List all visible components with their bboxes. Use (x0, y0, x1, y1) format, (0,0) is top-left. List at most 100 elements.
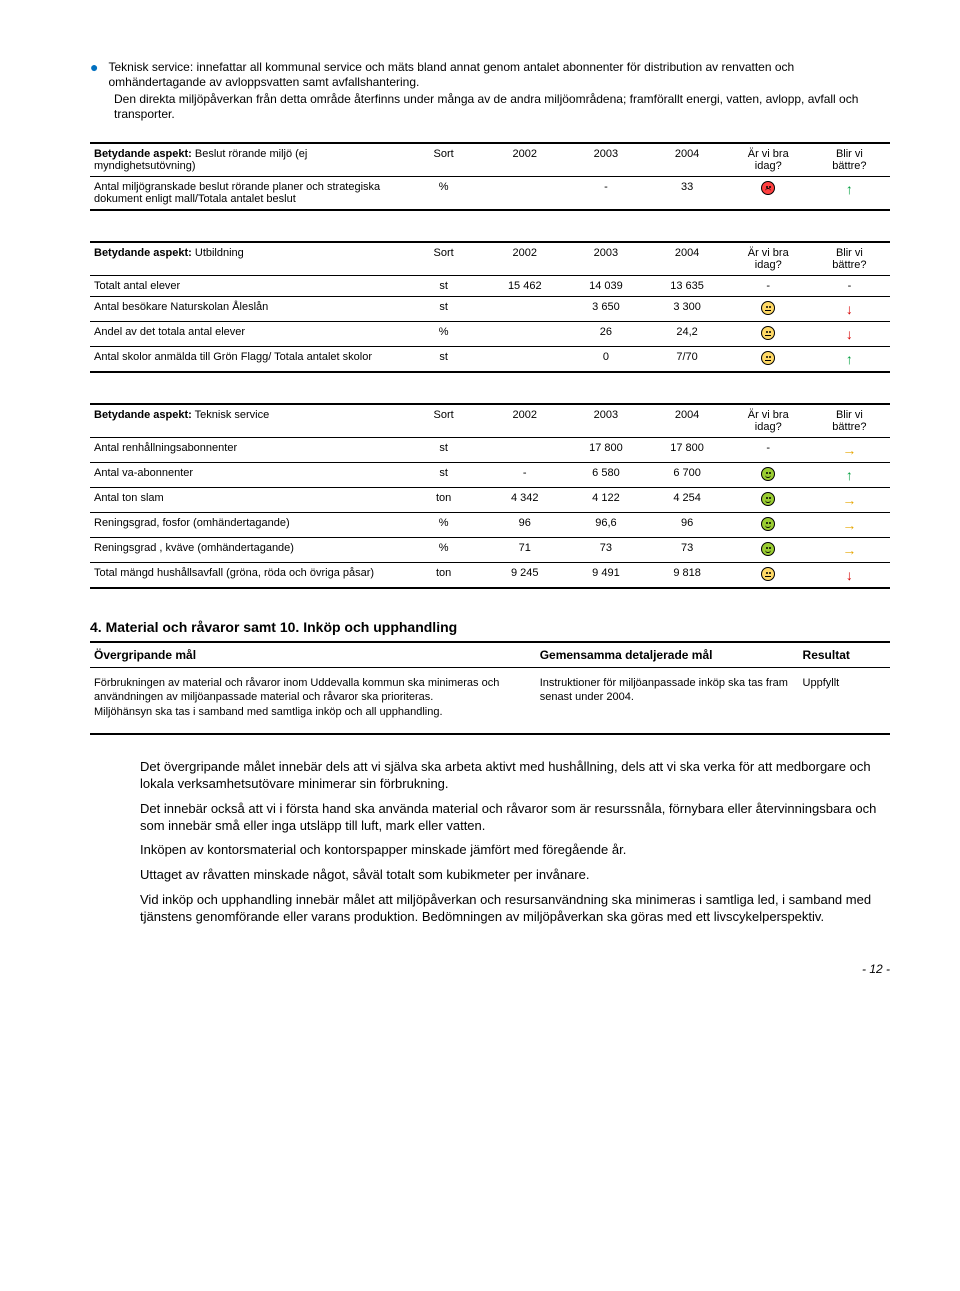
col-bra: Är vi braidag? (728, 404, 809, 438)
table-row-v3: 24,2 (647, 322, 728, 347)
col-bra: Är vi braidag? (728, 143, 809, 177)
table-row-label: Antal besökare Naturskolan Åleslån (90, 297, 403, 322)
t2-title: Betydande aspekt: Utbildning (90, 242, 403, 276)
table-row-trend: → (809, 488, 890, 513)
table-row-sort: % (403, 538, 484, 563)
table-row-face (728, 463, 809, 488)
col-2004: 2004 (647, 143, 728, 177)
aspect-table-teknisk: Betydande aspekt: Teknisk service Sort 2… (90, 403, 890, 589)
t1-title: Betydande aspekt: Beslut rörande miljö (… (90, 143, 403, 177)
table-row-trend: → (809, 438, 890, 463)
intro-bullet-block: ● Teknisk service: innefattar all kommun… (90, 60, 890, 122)
table-row-v3: 3 300 (647, 297, 728, 322)
table-row-face (728, 347, 809, 373)
table-row-v3: 7/70 (647, 347, 728, 373)
t1-row1-2002 (484, 177, 565, 211)
body-p1: Det övergripande målet innebär dels att … (140, 759, 890, 793)
table-row-trend: → (809, 538, 890, 563)
intro-para2: Den direkta miljöpåverkan från detta omr… (114, 92, 890, 122)
table-row-v3: 9 818 (647, 563, 728, 589)
table-row-v1: 4 342 (484, 488, 565, 513)
table-row-label: Totalt antal elever (90, 276, 403, 297)
col-sort: Sort (403, 143, 484, 177)
table-row-v2: 4 122 (565, 488, 646, 513)
t1-row1-trend: ↑ (809, 177, 890, 211)
page-number: - 12 - (90, 962, 890, 976)
goal-h1: Övergripande mål (90, 642, 536, 668)
col-sort: Sort (403, 242, 484, 276)
col-2004: 2004 (647, 404, 728, 438)
table-row-v1: 15 462 (484, 276, 565, 297)
col-2002: 2002 (484, 242, 565, 276)
aspect-table-utbildning: Betydande aspekt: Utbildning Sort 2002 2… (90, 241, 890, 373)
table-row-face (728, 488, 809, 513)
table-row-sort: ton (403, 563, 484, 589)
table-row-v1 (484, 297, 565, 322)
table-row-trend: - (809, 276, 890, 297)
table-row-face: - (728, 438, 809, 463)
t1-row1-2003: - (565, 177, 646, 211)
table-row-face (728, 297, 809, 322)
table-row-v3: 6 700 (647, 463, 728, 488)
goal-c2: Instruktioner för miljöanpassade inköp s… (536, 668, 799, 734)
table-row-v3: 96 (647, 513, 728, 538)
col-2004: 2004 (647, 242, 728, 276)
intro-bullet-lead: Teknisk service: (108, 60, 193, 74)
t3-title: Betydande aspekt: Teknisk service (90, 404, 403, 438)
table-row-label: Reningsgrad, fosfor (omhändertagande) (90, 513, 403, 538)
table-row-v3: 17 800 (647, 438, 728, 463)
table-row-v1: 71 (484, 538, 565, 563)
table-row-label: Andel av det totala antal elever (90, 322, 403, 347)
table-row-v3: 73 (647, 538, 728, 563)
aspect-table-beslut: Betydande aspekt: Beslut rörande miljö (… (90, 142, 890, 211)
table-row-sort: st (403, 463, 484, 488)
table-row-sort: st (403, 297, 484, 322)
table-row-sort: ton (403, 488, 484, 513)
goal-c3: Uppfyllt (799, 668, 890, 734)
table-row-trend: ↓ (809, 563, 890, 589)
table-row-v1: - (484, 463, 565, 488)
table-row-v3: 13 635 (647, 276, 728, 297)
col-battre: Blir vibättre? (809, 242, 890, 276)
body-p2: Det innebär också att vi i första hand s… (140, 801, 890, 835)
table-row-face (728, 322, 809, 347)
body-p3: Inköpen av kontorsmaterial och kontorspa… (140, 842, 890, 859)
table-row-v1 (484, 438, 565, 463)
goal-h2: Gemensamma detaljerade mål (536, 642, 799, 668)
intro-bullet-rest: innefattar all kommunal service och mäts… (108, 60, 794, 89)
table-row-face (728, 513, 809, 538)
table-row-v2: 14 039 (565, 276, 646, 297)
table-row-v3: 4 254 (647, 488, 728, 513)
table-row-v2: 73 (565, 538, 646, 563)
bullet-icon: ● (90, 60, 98, 75)
t1-row1-face (728, 177, 809, 211)
intro-bullet-text: Teknisk service: innefattar all kommunal… (108, 60, 890, 90)
table-row-sort: st (403, 276, 484, 297)
col-battre: Blir vibättre? (809, 143, 890, 177)
t1-row1-2004: 33 (647, 177, 728, 211)
table-row-face: - (728, 276, 809, 297)
table-row-trend: → (809, 513, 890, 538)
table-row-v2: 0 (565, 347, 646, 373)
table-row-face (728, 538, 809, 563)
t1-row1-label: Antal miljögranskade beslut rörande plan… (90, 177, 403, 211)
table-row-v2: 17 800 (565, 438, 646, 463)
table-row-v2: 9 491 (565, 563, 646, 589)
table-row-v1 (484, 322, 565, 347)
table-row-v2: 26 (565, 322, 646, 347)
table-row-sort: % (403, 513, 484, 538)
goal-h3: Resultat (799, 642, 890, 668)
table-row-label: Antal skolor anmälda till Grön Flagg/ To… (90, 347, 403, 373)
table-row-v2: 3 650 (565, 297, 646, 322)
table-row-trend: ↓ (809, 297, 890, 322)
table-row-label: Antal ton slam (90, 488, 403, 513)
t1-row1-sort: % (403, 177, 484, 211)
table-row-label: Antal renhållningsabonnenter (90, 438, 403, 463)
table-row-v1 (484, 347, 565, 373)
table-row-label: Total mängd hushållsavfall (gröna, röda … (90, 563, 403, 589)
table-row-sort: st (403, 438, 484, 463)
table-row-v2: 96,6 (565, 513, 646, 538)
col-2002: 2002 (484, 143, 565, 177)
table-row-v1: 9 245 (484, 563, 565, 589)
col-2003: 2003 (565, 242, 646, 276)
